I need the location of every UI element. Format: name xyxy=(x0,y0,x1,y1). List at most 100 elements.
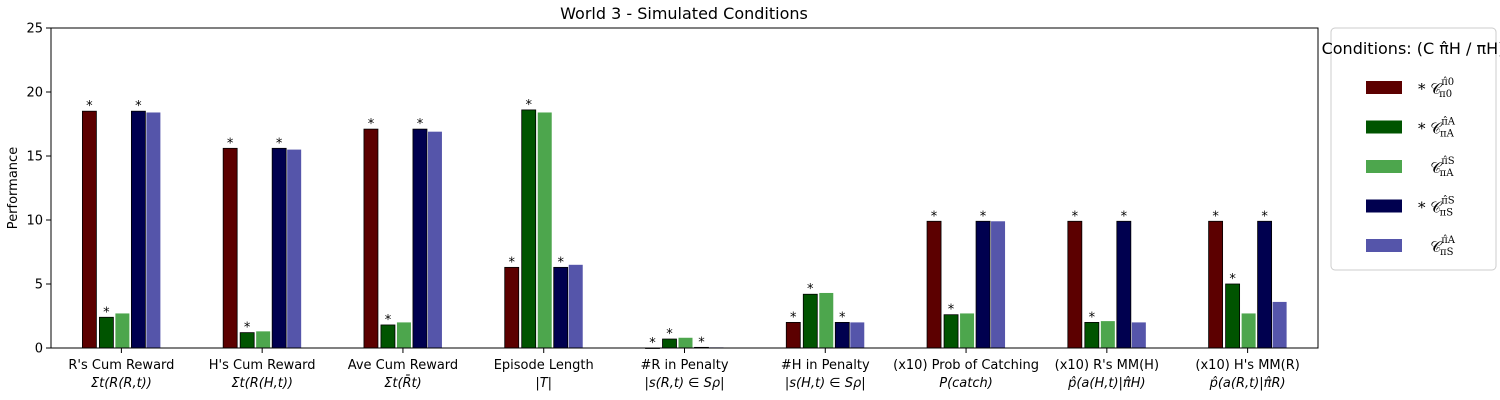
bar xyxy=(222,147,238,349)
category-formula: Σt(R̄t) xyxy=(384,376,422,391)
category-label: R's Cum Reward xyxy=(68,358,174,373)
category-label: #H in Penalty xyxy=(781,358,870,373)
category-label: Ave Cum Reward xyxy=(348,358,458,373)
bar xyxy=(81,110,97,349)
significance-star: * xyxy=(948,303,955,318)
significance-star: * xyxy=(227,136,234,151)
significance-star: * xyxy=(698,335,705,350)
y-axis-label: Performance xyxy=(6,147,21,229)
bar xyxy=(1225,283,1241,349)
y-tick-label: 10 xyxy=(26,214,43,229)
significance-star: * xyxy=(557,255,564,270)
significance-star: * xyxy=(666,327,673,342)
legend-title: Conditions: (C π̂H / πH) xyxy=(1322,39,1500,58)
significance-star: * xyxy=(1229,272,1236,287)
category-label: #R in Penalty xyxy=(640,358,728,373)
category-formula: |s(R,t) ∈ Sρ| xyxy=(644,376,724,391)
bar xyxy=(943,314,959,349)
legend-label: * 𝒞π̂S πS xyxy=(1418,196,1455,219)
bar xyxy=(678,337,693,348)
bar xyxy=(287,149,302,348)
significance-star: * xyxy=(368,117,375,132)
significance-star: * xyxy=(525,98,532,113)
bar xyxy=(396,322,411,348)
bar xyxy=(363,128,379,349)
category-formula: Σt(R(H,t)) xyxy=(231,376,293,391)
significance-star: * xyxy=(103,305,110,320)
legend-swatch xyxy=(1366,160,1402,173)
significance-star: * xyxy=(790,310,797,325)
significance-star: * xyxy=(1261,209,1268,224)
significance-star: * xyxy=(244,321,251,336)
legend-box xyxy=(1330,27,1497,271)
bar xyxy=(553,266,569,349)
bar xyxy=(537,112,552,348)
legend-swatch xyxy=(1366,81,1402,94)
category-formula: |T| xyxy=(535,376,552,391)
bars-group: * * * * * * * * * * * * * * * * * * * * * * * * * * * xyxy=(81,98,1287,351)
legend-label: 𝒞π̂S πA xyxy=(1418,156,1455,179)
category-formula: P(catch) xyxy=(939,376,993,391)
significance-star: * xyxy=(135,99,142,114)
bar xyxy=(256,331,271,348)
bar xyxy=(819,292,834,348)
legend: Conditions: (C π̂H / πH) * 𝒞π̂0 π0 * 𝒞π̂A πA… xyxy=(1322,27,1500,271)
y-tick-label: 5 xyxy=(35,278,43,293)
bar xyxy=(1257,220,1273,349)
x-ticks-group: R's Cum Reward Σt(R(R,t)) H's Cum Reward Σt… xyxy=(68,348,1300,391)
category-label: H's Cum Reward xyxy=(209,358,316,373)
legend-label: 𝒞π̂A πS xyxy=(1418,235,1456,258)
bar xyxy=(412,128,428,349)
bar xyxy=(834,321,850,349)
bar xyxy=(785,321,801,349)
category-label: (x10) R's MM(H) xyxy=(1055,358,1159,373)
bar xyxy=(1131,322,1146,348)
bar xyxy=(504,266,520,349)
y-ticks-group: 0 5 10 15 20 25 xyxy=(26,22,51,357)
significance-star: * xyxy=(1121,209,1128,224)
legend-swatch xyxy=(1366,239,1402,252)
significance-star: * xyxy=(1089,310,1096,325)
bar xyxy=(380,324,396,349)
bar xyxy=(271,147,287,349)
significance-star: * xyxy=(276,136,283,151)
bar xyxy=(1241,313,1256,348)
bar xyxy=(98,316,114,349)
bar xyxy=(1208,220,1224,349)
category-formula: p̂(a(H,t)|π̂H) xyxy=(1067,376,1146,391)
bar xyxy=(975,220,991,349)
bar xyxy=(960,313,975,348)
category-formula: p̂(a(R,t)|π̂R) xyxy=(1209,376,1286,391)
bar xyxy=(926,220,942,349)
bar xyxy=(1084,321,1100,349)
y-tick-label: 0 xyxy=(35,342,43,357)
plot-frame xyxy=(50,27,1319,349)
legend-label: * 𝒞π̂0 π0 xyxy=(1418,77,1454,100)
significance-star: * xyxy=(1072,209,1079,224)
significance-star: * xyxy=(385,313,392,328)
bar xyxy=(521,109,537,349)
significance-star: * xyxy=(807,282,814,297)
legend-swatch xyxy=(1366,120,1402,134)
bar xyxy=(130,110,146,349)
category-label: Episode Length xyxy=(494,358,594,373)
significance-star: * xyxy=(417,117,424,132)
bar xyxy=(115,313,130,348)
category-label: (x10) Prob of Catching xyxy=(893,358,1039,373)
significance-star: * xyxy=(508,255,515,270)
significance-star: * xyxy=(1212,209,1219,224)
bar xyxy=(568,264,583,348)
bar xyxy=(1067,220,1083,349)
category-formula: |s(H,t) ∈ Sρ| xyxy=(785,376,866,391)
significance-star: * xyxy=(980,209,987,224)
bar xyxy=(146,112,161,348)
category-formula: Σt(R(R,t)) xyxy=(91,376,152,391)
bar xyxy=(1100,321,1115,348)
bar xyxy=(427,131,442,348)
significance-star: * xyxy=(649,336,656,351)
legend-label: * 𝒞π̂A πA xyxy=(1418,117,1456,140)
significance-star: * xyxy=(839,310,846,325)
bar xyxy=(991,221,1006,348)
chart-title: World 3 - Simulated Conditions xyxy=(560,4,808,23)
